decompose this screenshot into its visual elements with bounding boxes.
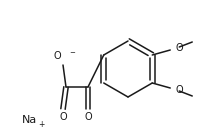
Text: O: O bbox=[175, 85, 183, 95]
Text: Na: Na bbox=[22, 115, 37, 125]
Text: O: O bbox=[175, 43, 183, 53]
Text: O: O bbox=[53, 51, 61, 61]
Text: O: O bbox=[59, 112, 67, 122]
Text: +: + bbox=[38, 120, 44, 129]
Text: O: O bbox=[84, 112, 92, 122]
Text: −: − bbox=[69, 50, 75, 56]
